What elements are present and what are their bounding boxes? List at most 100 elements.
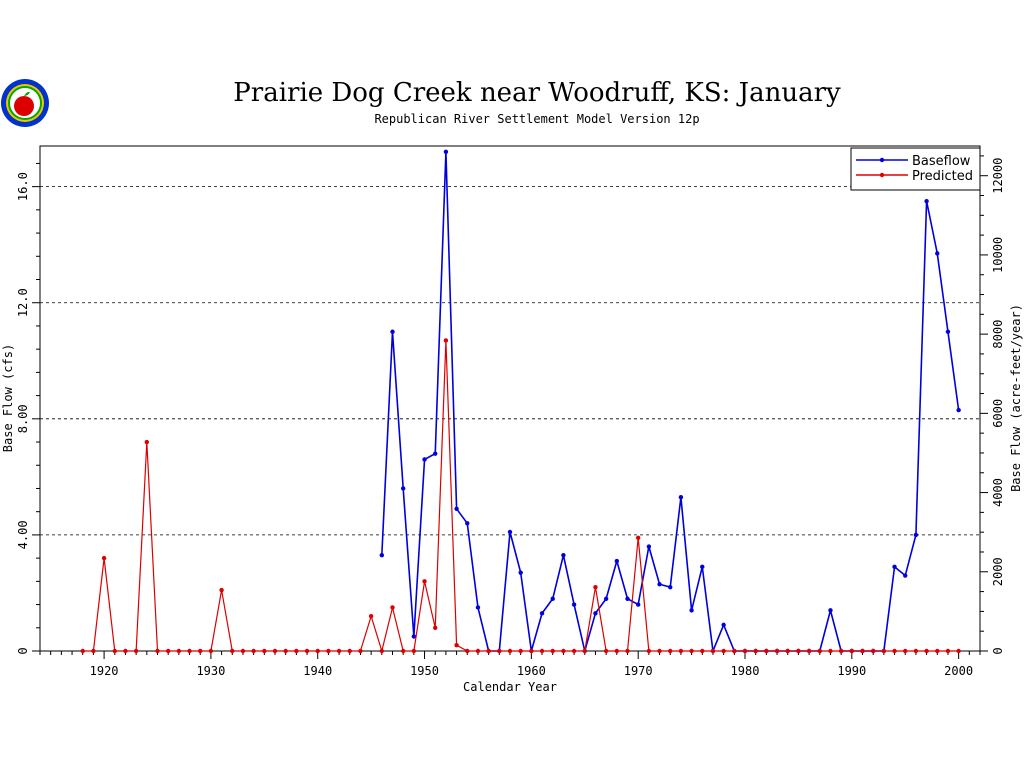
y2-tick-label: 10000 — [991, 237, 1005, 273]
data-point-baseflow — [668, 584, 673, 590]
data-point-baseflow — [689, 608, 694, 613]
data-point-predicted — [742, 648, 748, 654]
data-point-baseflow — [678, 494, 684, 500]
data-point-predicted — [753, 648, 758, 654]
x-axis-label: Calendar Year — [463, 680, 557, 694]
data-point-baseflow — [465, 521, 470, 526]
data-point-predicted — [956, 648, 961, 654]
data-point-predicted — [668, 648, 673, 654]
data-point-predicted — [678, 648, 684, 654]
data-point-predicted — [379, 648, 385, 654]
data-point-predicted — [785, 648, 790, 654]
plot-frame — [39, 145, 981, 652]
data-point-predicted — [603, 648, 609, 654]
data-point-predicted — [870, 648, 876, 654]
data-point-baseflow — [400, 486, 406, 491]
data-point-predicted — [411, 648, 417, 654]
data-point-baseflow — [433, 451, 438, 456]
data-point-baseflow — [614, 558, 620, 564]
data-point-predicted — [315, 648, 320, 654]
data-point-baseflow — [390, 329, 395, 334]
data-point-predicted — [721, 648, 726, 654]
x-tick-label: 1920 — [90, 664, 119, 678]
data-point-predicted — [486, 648, 491, 654]
data-point-predicted — [732, 648, 737, 654]
data-point-baseflow — [475, 605, 481, 610]
data-point-predicted — [133, 648, 139, 654]
data-point-baseflow — [625, 596, 630, 601]
data-point-baseflow — [518, 570, 523, 575]
data-point-predicted — [860, 648, 865, 654]
data-point-predicted — [796, 648, 801, 654]
x-axis: 1920 1930 1940 1950 1960 1970 1980 1990 2000 — [39, 651, 981, 678]
data-point-predicted — [635, 535, 641, 541]
data-point-predicted — [892, 648, 897, 654]
x-tick-label: 1970 — [624, 664, 653, 678]
x-tick-label: 1940 — [303, 664, 332, 678]
data-point-baseflow — [603, 596, 609, 601]
y2-tick-label: 12000 — [991, 158, 1005, 194]
data-point-baseflow — [550, 596, 555, 601]
y-axis-left: 0 4.00 8.00 12.0 16.0 — [16, 162, 40, 655]
chart-subtitle: Republican River Settlement Model Versio… — [374, 112, 699, 126]
y2-tick-label: 4000 — [991, 478, 1005, 507]
data-point-predicted — [251, 648, 256, 654]
data-point-predicted — [165, 648, 171, 654]
gridlines — [40, 186, 980, 536]
data-point-predicted — [828, 648, 833, 654]
data-point-predicted — [422, 579, 427, 584]
data-point-predicted — [710, 648, 716, 654]
data-point-predicted — [838, 648, 844, 654]
data-point-baseflow — [700, 564, 705, 570]
y-axis-label: Base Flow (cfs) — [1, 344, 15, 452]
data-point-predicted — [433, 625, 438, 630]
data-point-predicted — [657, 648, 662, 654]
legend-box — [850, 147, 981, 191]
data-point-predicted — [304, 648, 310, 654]
data-point-baseflow — [721, 622, 726, 628]
data-point-predicted — [390, 605, 395, 610]
data-point-predicted — [155, 648, 160, 654]
data-point-predicted — [80, 648, 85, 654]
data-point-baseflow — [635, 602, 641, 607]
data-point-predicted — [230, 648, 235, 654]
data-point-baseflow — [507, 529, 513, 535]
data-point-predicted — [924, 648, 929, 654]
data-point-predicted — [176, 648, 182, 654]
x-tick-label: 2000 — [944, 664, 973, 678]
data-point-predicted — [283, 648, 288, 654]
data-point-baseflow — [561, 553, 566, 558]
data-point-predicted — [465, 648, 470, 654]
data-point-predicted — [571, 648, 577, 654]
data-point-predicted — [326, 648, 331, 654]
data-point-predicted — [443, 338, 449, 343]
legend-baseflow-label: Baseflow — [912, 154, 971, 169]
x-tick-label: 1930 — [196, 664, 225, 678]
data-point-baseflow — [539, 611, 545, 616]
data-point-predicted — [700, 648, 705, 654]
legend-baseflow-marker — [879, 157, 885, 163]
data-point-predicted — [497, 648, 502, 654]
data-point-predicted — [101, 555, 107, 561]
y-tick-label: 12.0 — [16, 288, 30, 317]
data-point-predicted — [123, 648, 128, 654]
data-point-predicted — [539, 648, 545, 654]
data-point-predicted — [400, 648, 406, 654]
data-point-predicted — [646, 648, 652, 654]
data-point-baseflow — [956, 407, 961, 413]
data-point-predicted — [518, 648, 523, 654]
data-point-predicted — [240, 648, 246, 654]
data-point-baseflow — [422, 457, 427, 462]
data-point-baseflow — [903, 573, 908, 578]
x-tick-label: 1950 — [410, 664, 439, 678]
y-tick-label: 16.0 — [16, 172, 30, 201]
chart-title: Prairie Dog Creek near Woodruff, KS: Jan… — [233, 78, 841, 108]
data-point-baseflow — [935, 251, 940, 256]
series-baseflow — [379, 149, 961, 654]
series-line-predicted — [82, 339, 959, 652]
data-point-predicted — [198, 648, 203, 654]
data-point-baseflow — [411, 634, 417, 639]
y2-axis-label: Base Flow (acre-feet/year) — [1009, 304, 1023, 492]
data-point-predicted — [187, 648, 192, 654]
series-predicted — [80, 338, 961, 654]
